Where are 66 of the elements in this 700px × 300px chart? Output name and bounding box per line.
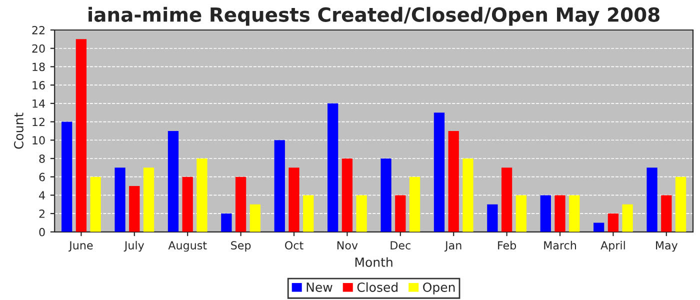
bar	[569, 195, 580, 232]
bar	[342, 158, 353, 232]
legend-label: Closed	[357, 282, 398, 292]
bar	[274, 140, 285, 232]
bar	[303, 195, 314, 232]
bar	[129, 186, 140, 232]
x-tick-label: Jan	[444, 241, 462, 252]
y-tick-label: 2	[39, 210, 44, 218]
y-tick-label: 4	[39, 191, 45, 200]
bar	[462, 158, 474, 232]
bar	[434, 112, 445, 232]
x-tick-label: Dec	[390, 241, 410, 250]
y-tick-label: 18	[32, 62, 45, 72]
bar	[380, 158, 392, 232]
x-tick-label: June	[68, 241, 93, 252]
x-tick-label: May	[656, 241, 678, 252]
y-tick-label: 14	[32, 100, 45, 108]
bar	[409, 176, 420, 232]
x-tick-label: March	[544, 240, 576, 250]
x-tick-label: Feb	[498, 240, 516, 250]
bar	[487, 204, 498, 232]
bar	[235, 176, 246, 232]
bar	[76, 39, 87, 232]
x-axis-title: Month	[355, 257, 392, 267]
bar	[516, 195, 526, 232]
y-tick-label: 10	[32, 136, 45, 145]
bar	[554, 195, 566, 232]
bar	[395, 195, 406, 232]
bar	[288, 168, 300, 232]
bar	[143, 168, 154, 232]
y-tick-label: 8	[39, 154, 45, 163]
bar	[90, 176, 101, 232]
y-tick-label: 0	[39, 228, 45, 236]
bar	[675, 176, 686, 232]
y-tick-label: 12	[32, 118, 44, 126]
bar	[594, 222, 604, 232]
bar	[250, 204, 260, 232]
bar	[661, 195, 672, 232]
x-tick-label: Nov	[337, 241, 358, 250]
bar	[540, 195, 551, 232]
bar	[448, 130, 459, 232]
y-tick-label: 20	[32, 44, 45, 53]
x-tick-label: Sep	[231, 241, 251, 252]
bar	[168, 130, 179, 232]
bar	[62, 122, 72, 232]
y-tick-label: 16	[32, 81, 45, 90]
y-axis-title: Count	[14, 112, 24, 149]
bar	[501, 168, 512, 232]
bar	[221, 214, 232, 232]
legend-label: Open	[423, 282, 455, 294]
bar	[646, 168, 658, 232]
x-tick-label: April	[600, 240, 625, 252]
y-tick-label: 6	[39, 172, 45, 182]
bar	[328, 103, 338, 232]
chart-title: iana-mime Requests Created/Closed/Open May 2008	[88, 6, 660, 26]
x-tick-label: July	[124, 240, 144, 252]
bar	[196, 158, 208, 232]
legend-label: New	[306, 282, 332, 292]
bar	[622, 204, 633, 232]
bar	[356, 195, 367, 232]
bar	[608, 214, 619, 232]
y-tick-label: 22	[32, 26, 44, 34]
x-tick-label: August	[168, 241, 207, 252]
x-tick-label: Oct	[285, 241, 304, 250]
bar	[114, 168, 126, 232]
bar	[182, 176, 193, 232]
